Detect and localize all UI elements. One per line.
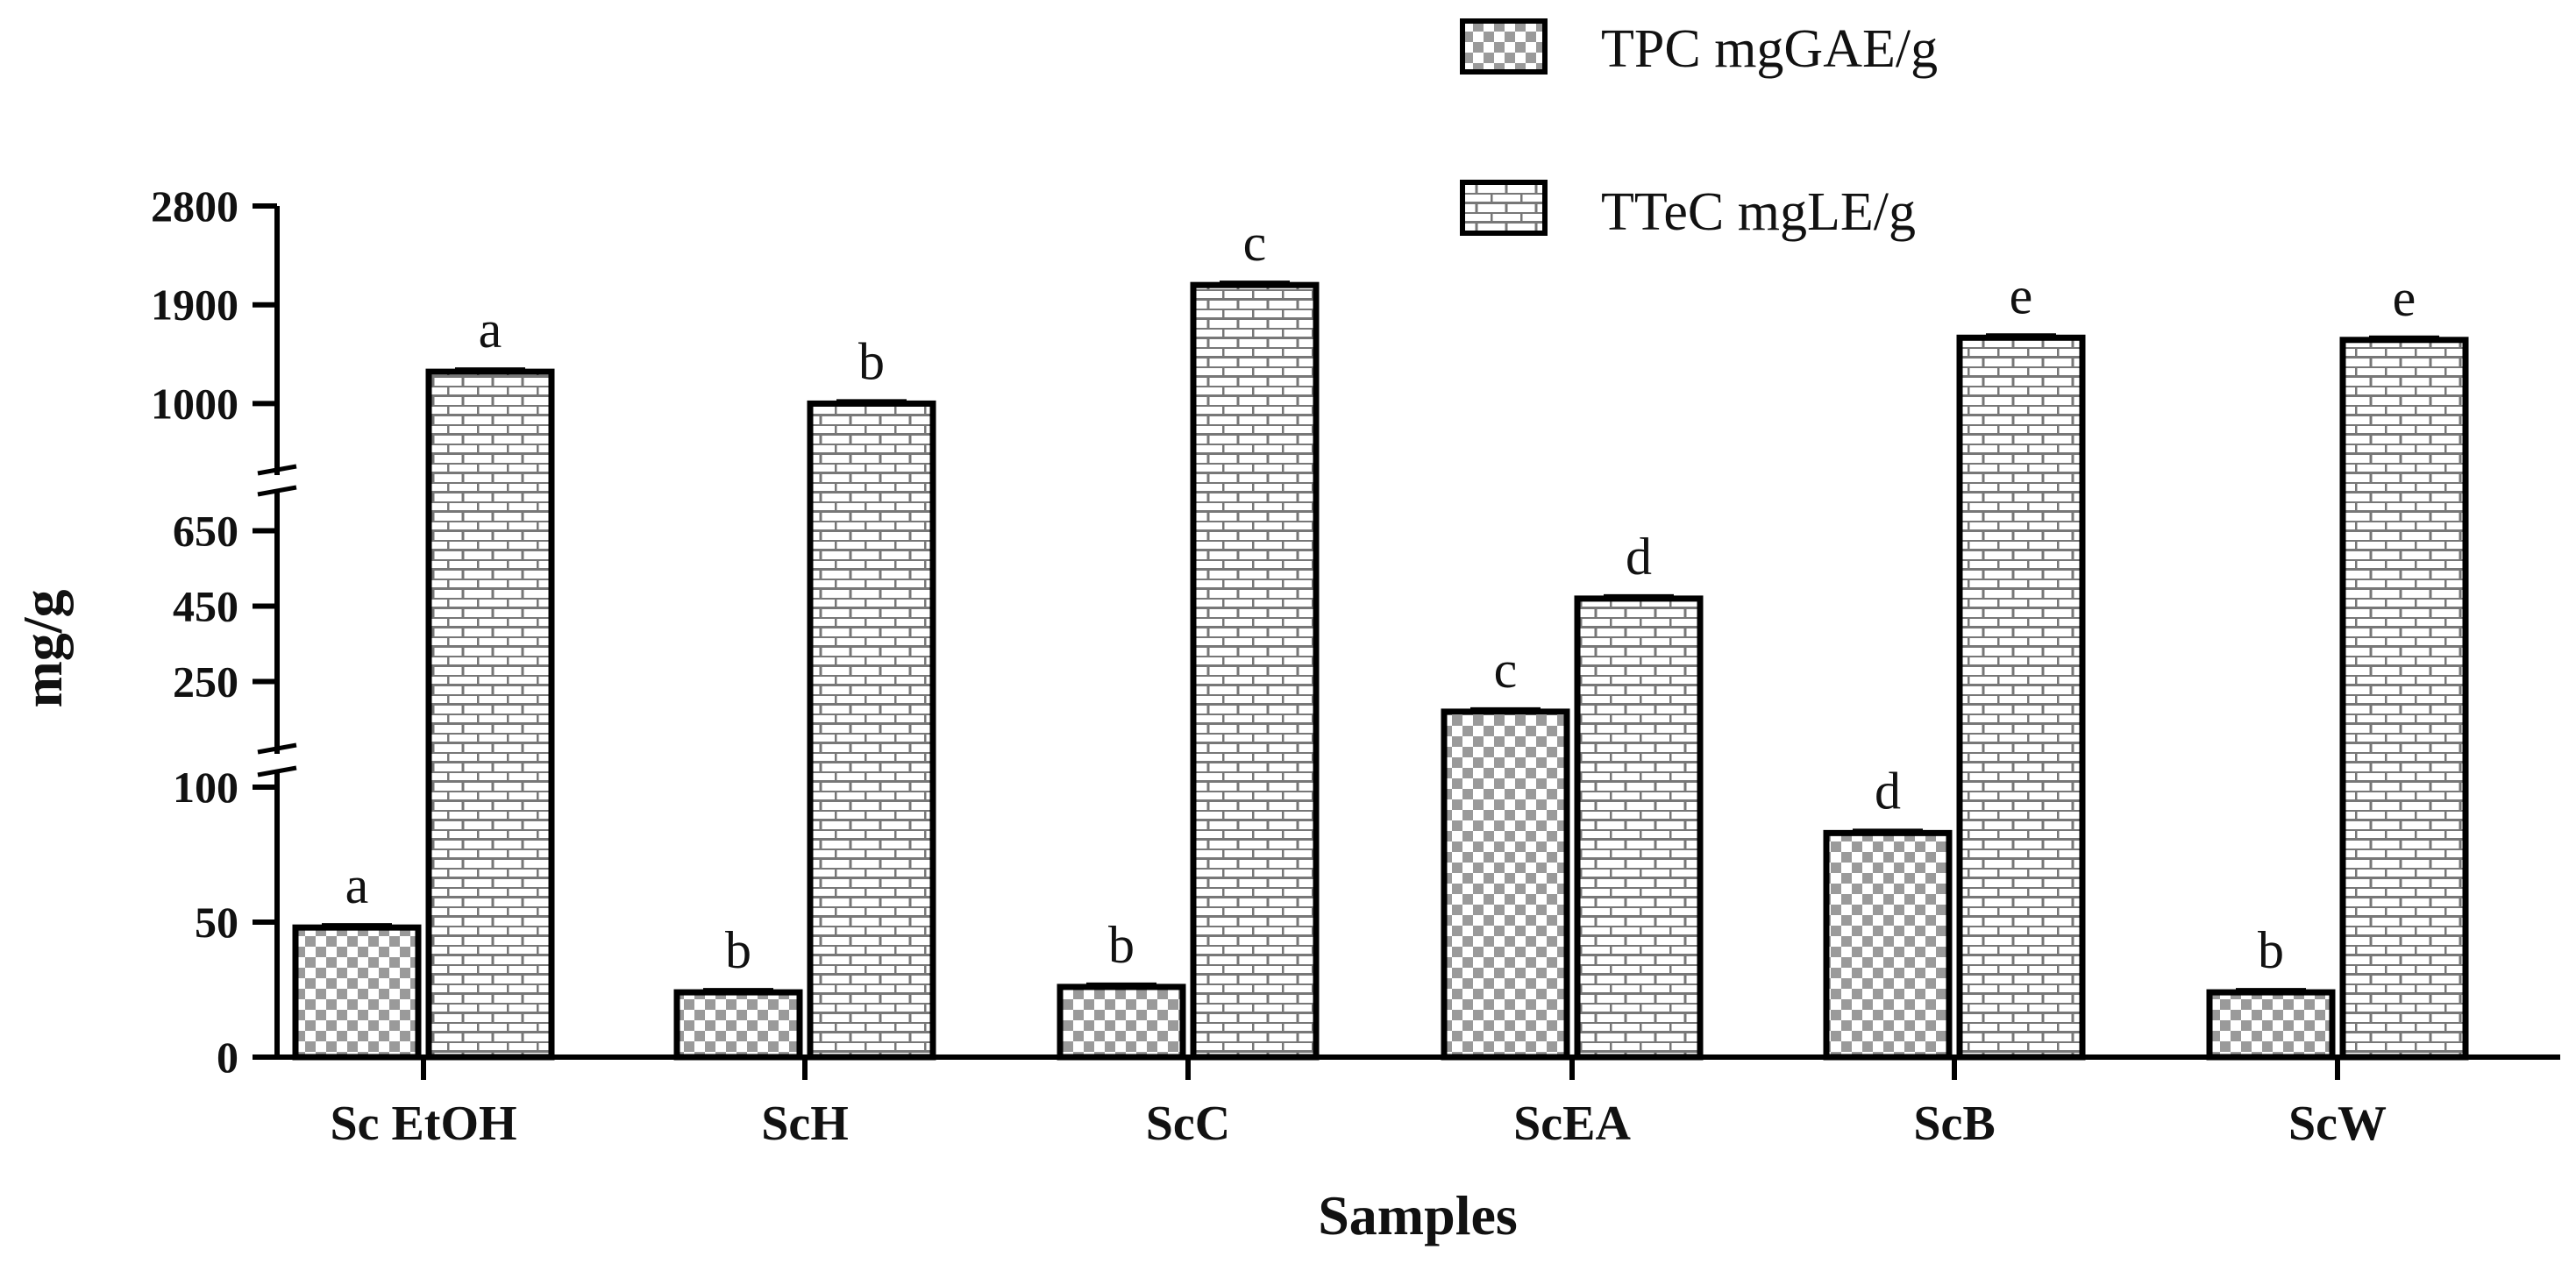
significance-label: e — [2393, 269, 2416, 327]
y-tick-label: 650 — [173, 507, 238, 556]
category-label: ScB — [1913, 1097, 1995, 1151]
significance-label: b — [1108, 916, 1135, 974]
category-label: ScEA — [1513, 1097, 1631, 1151]
y-tick-label: 100 — [173, 763, 238, 812]
category-label: ScH — [761, 1097, 849, 1151]
significance-label: e — [2010, 266, 2033, 324]
category-label: Sc EtOH — [330, 1097, 516, 1151]
y-axis-title: mg/g — [11, 589, 74, 707]
legend-label-tpc: TPC mgGAE/g — [1601, 19, 1938, 79]
legend-swatch-ttec — [1460, 180, 1548, 236]
significance-label: b — [725, 921, 751, 979]
bar-tpc — [292, 924, 422, 1061]
y-tick-label: 1000 — [151, 379, 238, 428]
axis-break-lower — [257, 742, 297, 778]
significance-label: a — [345, 856, 369, 914]
significance-label: b — [2258, 921, 2284, 979]
bar-ttec — [807, 400, 936, 1061]
category-label: ScW — [2288, 1097, 2387, 1151]
y-tick-label: 1900 — [151, 280, 238, 330]
bar-tpc — [1823, 829, 1953, 1061]
significance-label: b — [858, 332, 885, 390]
significance-label: a — [479, 301, 502, 359]
x-axis-title: Samples — [1318, 1184, 1518, 1246]
significance-label: d — [1626, 528, 1652, 586]
legend: TPC mgGAE/g TTeC mgLE/g — [1460, 18, 1938, 242]
bar-tpc — [1057, 983, 1186, 1061]
legend-swatch-tpc — [1460, 18, 1548, 75]
bar-ttec — [2339, 337, 2469, 1061]
bar-ttec — [1574, 595, 1704, 1061]
y-tick-label: 0 — [217, 1033, 238, 1082]
significance-label: c — [1494, 641, 1518, 699]
y-tick-label: 50 — [195, 898, 238, 947]
significance-label: c — [1243, 214, 1267, 272]
bar-ttec — [1956, 334, 2086, 1061]
bar-tpc — [1441, 708, 1570, 1061]
bar-tpc — [673, 989, 803, 1061]
significance-label: d — [1875, 762, 1901, 820]
y-tick-label: 450 — [173, 582, 238, 631]
bar-ttec — [1190, 281, 1320, 1061]
legend-label-ttec: TTeC mgLE/g — [1601, 182, 1916, 242]
y-tick-label: 2800 — [151, 181, 238, 231]
category-label: ScC — [1146, 1097, 1230, 1151]
bar-ttec — [425, 368, 555, 1061]
axis-break-upper — [257, 464, 297, 497]
y-tick-label: 250 — [173, 657, 238, 707]
bar-tpc — [2206, 989, 2336, 1061]
